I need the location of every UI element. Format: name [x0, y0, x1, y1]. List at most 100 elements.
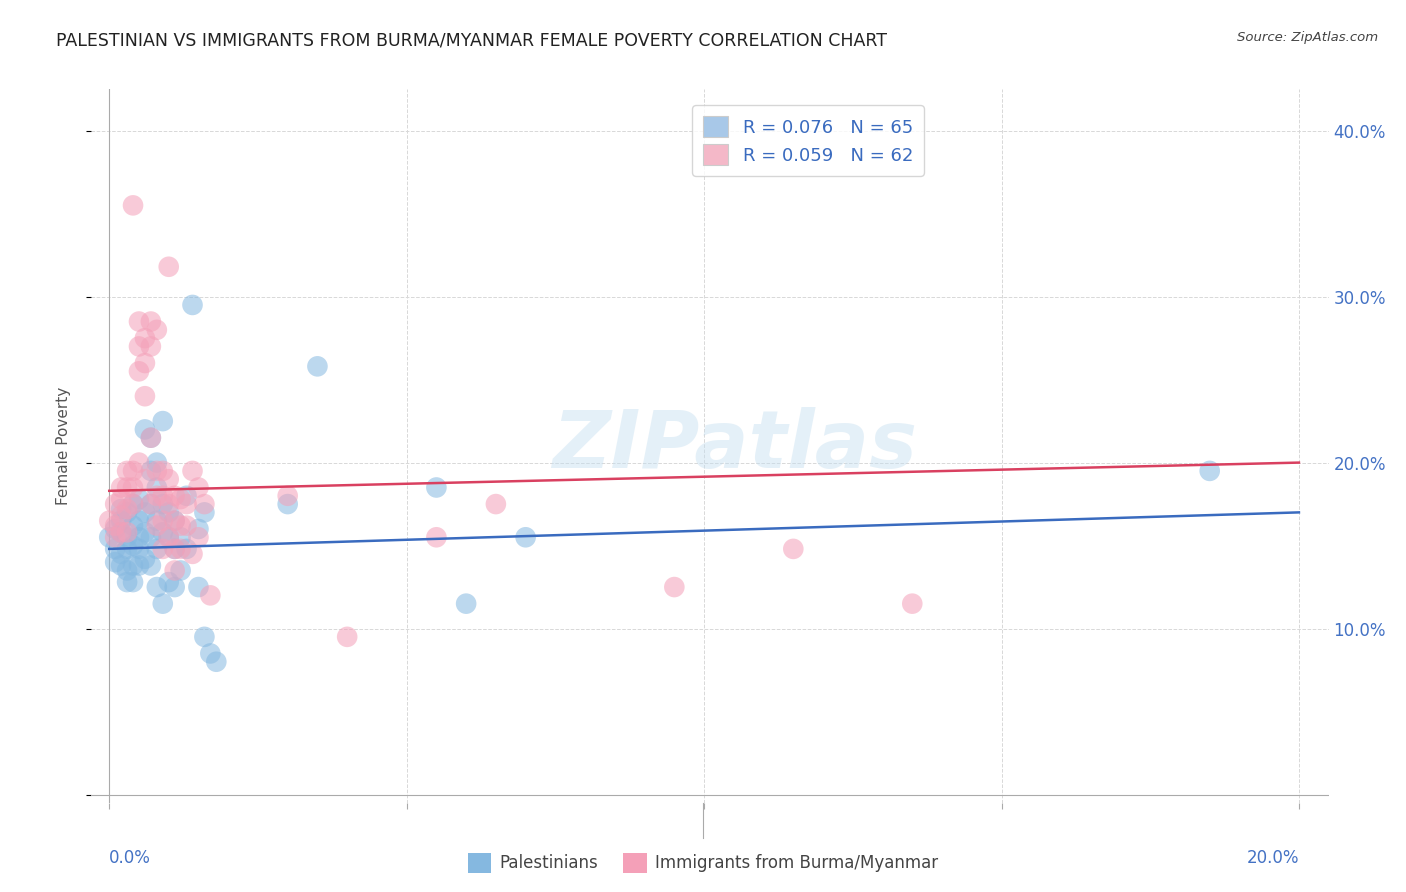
- Y-axis label: Female Poverty: Female Poverty: [56, 387, 70, 505]
- Point: [193, 630, 215, 644]
- Point: [104, 530, 127, 544]
- Point: [110, 525, 132, 540]
- Point: [169, 518, 191, 533]
- Point: [152, 514, 174, 528]
- Point: [157, 575, 180, 590]
- Point: [146, 580, 169, 594]
- Point: [163, 580, 186, 594]
- Point: [122, 464, 145, 478]
- Point: [115, 564, 138, 578]
- Point: [163, 489, 186, 503]
- Point: [205, 655, 228, 669]
- Point: [901, 597, 924, 611]
- Point: [152, 597, 174, 611]
- Point: [425, 530, 447, 544]
- Legend: R = 0.076   N = 65, R = 0.059   N = 62: R = 0.076 N = 65, R = 0.059 N = 62: [692, 105, 924, 176]
- Point: [187, 522, 209, 536]
- Point: [110, 508, 132, 523]
- Point: [128, 558, 150, 573]
- Point: [146, 481, 169, 495]
- Point: [163, 541, 186, 556]
- Point: [515, 530, 537, 544]
- Point: [200, 588, 222, 602]
- Point: [134, 356, 156, 370]
- Point: [152, 497, 174, 511]
- Point: [187, 481, 209, 495]
- Point: [122, 497, 145, 511]
- Point: [187, 530, 209, 544]
- Point: [104, 522, 127, 536]
- Point: [104, 497, 127, 511]
- Point: [98, 530, 121, 544]
- Point: [425, 481, 447, 495]
- Point: [104, 555, 127, 569]
- Point: [139, 530, 162, 544]
- Point: [187, 580, 209, 594]
- Point: [115, 575, 138, 590]
- Point: [277, 489, 299, 503]
- Point: [110, 502, 132, 516]
- Text: Source: ZipAtlas.com: Source: ZipAtlas.com: [1237, 31, 1378, 45]
- Point: [128, 339, 150, 353]
- Point: [157, 497, 180, 511]
- Point: [157, 530, 180, 544]
- Point: [139, 497, 162, 511]
- Point: [115, 481, 138, 495]
- Point: [128, 530, 150, 544]
- Point: [200, 647, 222, 661]
- Point: [122, 481, 145, 495]
- Point: [146, 518, 169, 533]
- Legend: Palestinians, Immigrants from Burma/Myanmar: Palestinians, Immigrants from Burma/Myan…: [461, 847, 945, 880]
- Point: [115, 502, 138, 516]
- Point: [122, 539, 145, 553]
- Point: [110, 481, 132, 495]
- Point: [104, 518, 127, 533]
- Point: [169, 530, 191, 544]
- Point: [128, 492, 150, 507]
- Point: [157, 505, 180, 519]
- Point: [176, 518, 198, 533]
- Point: [163, 514, 186, 528]
- Text: PALESTINIAN VS IMMIGRANTS FROM BURMA/MYANMAR FEMALE POVERTY CORRELATION CHART: PALESTINIAN VS IMMIGRANTS FROM BURMA/MYA…: [56, 31, 887, 49]
- Point: [128, 514, 150, 528]
- Point: [139, 431, 162, 445]
- Point: [139, 497, 162, 511]
- Point: [181, 298, 204, 312]
- Point: [782, 541, 804, 556]
- Point: [152, 414, 174, 428]
- Point: [115, 530, 138, 544]
- Point: [122, 198, 145, 212]
- Point: [110, 492, 132, 507]
- Point: [115, 505, 138, 519]
- Point: [128, 541, 150, 556]
- Point: [1198, 464, 1220, 478]
- Point: [115, 464, 138, 478]
- Point: [169, 564, 191, 578]
- Point: [139, 558, 162, 573]
- Point: [110, 558, 132, 573]
- Point: [134, 552, 156, 566]
- Point: [456, 597, 478, 611]
- Point: [139, 431, 162, 445]
- Point: [122, 575, 145, 590]
- Point: [169, 541, 191, 556]
- Point: [134, 389, 156, 403]
- Point: [115, 541, 138, 556]
- Point: [181, 547, 204, 561]
- Point: [193, 497, 215, 511]
- Text: 20.0%: 20.0%: [1247, 849, 1299, 867]
- Point: [139, 314, 162, 328]
- Point: [146, 541, 169, 556]
- Point: [139, 339, 162, 353]
- Point: [163, 564, 186, 578]
- Point: [176, 489, 198, 503]
- Point: [134, 505, 156, 519]
- Point: [122, 518, 145, 533]
- Point: [134, 422, 156, 436]
- Point: [336, 630, 359, 644]
- Point: [134, 472, 156, 486]
- Point: [146, 514, 169, 528]
- Point: [277, 497, 299, 511]
- Point: [181, 464, 204, 478]
- Point: [146, 464, 169, 478]
